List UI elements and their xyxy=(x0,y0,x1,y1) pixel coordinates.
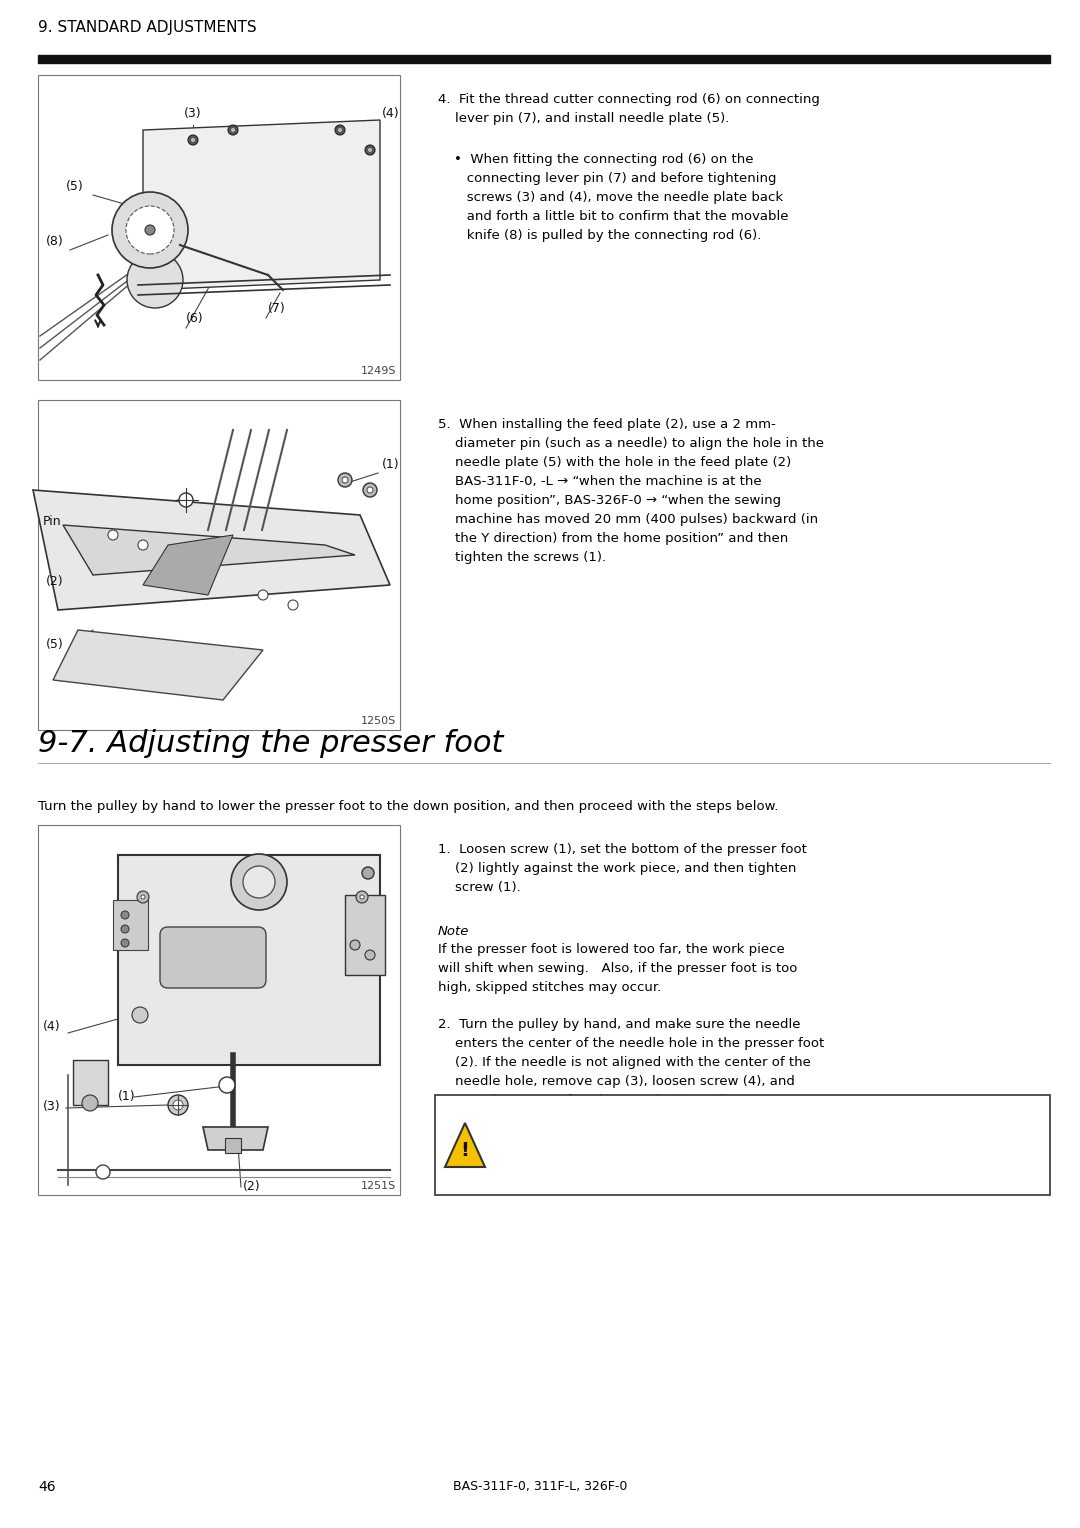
Text: (5): (5) xyxy=(66,180,84,193)
Bar xyxy=(38,825,400,1195)
Text: 4.  Fit the thread cutter connecting rod (6) on connecting
    lever pin (7), an: 4. Fit the thread cutter connecting rod … xyxy=(438,93,820,125)
Text: If the presser foot is lowered too far, the work piece
will shift when sewing.  : If the presser foot is lowered too far, … xyxy=(438,943,797,995)
Circle shape xyxy=(179,494,193,507)
Polygon shape xyxy=(445,1123,485,1167)
Circle shape xyxy=(360,895,364,898)
Text: (2): (2) xyxy=(46,575,64,588)
Polygon shape xyxy=(33,490,390,610)
Circle shape xyxy=(82,1096,98,1111)
Circle shape xyxy=(231,854,287,911)
Text: !: ! xyxy=(460,1140,470,1160)
Text: 2.  Turn the pulley by hand, and make sure the needle
    enters the center of t: 2. Turn the pulley by hand, and make sur… xyxy=(438,1018,824,1106)
Circle shape xyxy=(96,1164,110,1180)
Circle shape xyxy=(219,1077,235,1093)
Circle shape xyxy=(338,474,352,487)
Text: Note: Note xyxy=(438,924,470,938)
Circle shape xyxy=(367,487,373,494)
Circle shape xyxy=(112,193,188,267)
Text: (2): (2) xyxy=(243,1180,260,1193)
Circle shape xyxy=(126,206,174,254)
Bar xyxy=(113,900,148,950)
Polygon shape xyxy=(143,535,233,594)
Circle shape xyxy=(141,895,145,898)
Circle shape xyxy=(342,477,348,483)
Text: 1251S: 1251S xyxy=(361,1181,396,1190)
Circle shape xyxy=(138,539,148,550)
Bar xyxy=(118,856,380,1065)
Text: 9-7. Adjusting the presser foot: 9-7. Adjusting the presser foot xyxy=(38,729,503,758)
Circle shape xyxy=(168,1096,188,1115)
Text: (1): (1) xyxy=(382,458,400,471)
Text: (3): (3) xyxy=(43,1100,60,1112)
Text: BAS-311F-0, 311F-L, 326F-0: BAS-311F-0, 311F-L, 326F-0 xyxy=(453,1481,627,1493)
Polygon shape xyxy=(53,630,264,700)
Bar xyxy=(38,75,400,380)
Bar xyxy=(73,1060,108,1105)
Circle shape xyxy=(127,252,183,309)
Text: 5.  When installing the feed plate (2), use a 2 mm-
    diameter pin (such as a : 5. When installing the feed plate (2), u… xyxy=(438,419,824,564)
Text: Pin: Pin xyxy=(43,515,62,529)
Text: Turn the pulley by hand to lower the presser foot to the down position, and then: Turn the pulley by hand to lower the pre… xyxy=(38,801,779,813)
Circle shape xyxy=(228,125,238,134)
Circle shape xyxy=(368,148,372,151)
Polygon shape xyxy=(203,1128,268,1151)
Text: (5): (5) xyxy=(46,639,64,651)
Text: (6): (6) xyxy=(186,312,204,325)
Text: 1249S: 1249S xyxy=(361,367,396,376)
Text: •  When fitting the connecting rod (6) on the
   connecting lever pin (7) and be: • When fitting the connecting rod (6) on… xyxy=(454,153,788,241)
Circle shape xyxy=(137,891,149,903)
Text: 1.  Loosen screw (1), set the bottom of the presser foot
    (2) lightly against: 1. Loosen screw (1), set the bottom of t… xyxy=(438,843,807,894)
Text: (8): (8) xyxy=(46,235,64,248)
FancyBboxPatch shape xyxy=(160,927,266,989)
Text: (1): (1) xyxy=(118,1089,136,1103)
Circle shape xyxy=(362,866,374,879)
Text: (3): (3) xyxy=(185,107,202,121)
Circle shape xyxy=(108,530,118,539)
Bar xyxy=(38,400,400,730)
Bar xyxy=(345,895,384,975)
Bar xyxy=(435,1096,1050,1195)
Circle shape xyxy=(188,134,198,145)
Polygon shape xyxy=(143,121,380,290)
Text: 9. STANDARD ADJUSTMENTS: 9. STANDARD ADJUSTMENTS xyxy=(38,20,257,35)
Circle shape xyxy=(335,125,345,134)
Circle shape xyxy=(288,601,298,610)
Bar xyxy=(225,1138,241,1154)
Text: If the needle projects past the presser foot when
the presser foot is raised, in: If the needle projects past the presser … xyxy=(492,1109,819,1141)
Text: (4): (4) xyxy=(382,107,400,121)
Text: (7): (7) xyxy=(268,303,286,315)
Circle shape xyxy=(145,225,156,235)
Circle shape xyxy=(121,940,129,947)
Circle shape xyxy=(356,891,368,903)
Circle shape xyxy=(121,911,129,918)
Circle shape xyxy=(338,128,342,131)
Circle shape xyxy=(243,866,275,898)
Circle shape xyxy=(132,1007,148,1024)
Text: 1250S: 1250S xyxy=(361,717,396,726)
Circle shape xyxy=(191,138,195,142)
Circle shape xyxy=(173,1100,183,1109)
Circle shape xyxy=(365,145,375,154)
Circle shape xyxy=(231,128,235,131)
Circle shape xyxy=(365,950,375,960)
Text: 46: 46 xyxy=(38,1481,56,1494)
Circle shape xyxy=(363,483,377,497)
Bar xyxy=(38,55,1050,63)
Text: (4): (4) xyxy=(43,1021,60,1033)
Circle shape xyxy=(121,924,129,934)
Circle shape xyxy=(350,940,360,950)
Polygon shape xyxy=(63,526,355,575)
Circle shape xyxy=(258,590,268,601)
